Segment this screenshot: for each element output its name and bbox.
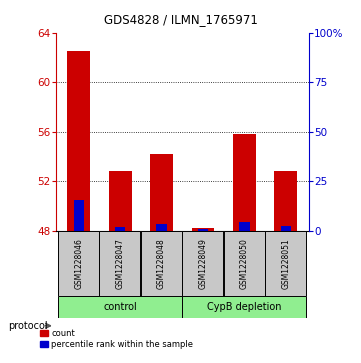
Text: GSM1228048: GSM1228048 (157, 238, 166, 289)
Bar (58, 296, 182, 318)
Bar (156, 224, 167, 231)
Bar (265, 231, 306, 296)
Legend: count, percentile rank within the sample: count, percentile rank within the sample (40, 329, 193, 349)
Text: GSM1228047: GSM1228047 (116, 238, 125, 289)
Bar (99, 231, 140, 296)
Bar (109, 171, 131, 231)
Bar (58, 231, 99, 296)
Text: GSM1228051: GSM1228051 (281, 238, 290, 289)
Bar (182, 231, 223, 296)
Bar (150, 154, 173, 231)
Bar (182, 296, 306, 318)
Bar (115, 227, 125, 231)
Text: protocol: protocol (8, 321, 48, 331)
Bar (198, 229, 208, 231)
Bar (274, 171, 297, 231)
Text: GDS4828 / ILMN_1765971: GDS4828 / ILMN_1765971 (104, 13, 257, 26)
Text: GSM1228049: GSM1228049 (199, 238, 208, 289)
Bar (68, 51, 90, 231)
Bar (224, 231, 265, 296)
Bar (281, 225, 291, 231)
Bar (74, 200, 84, 231)
Bar (192, 228, 214, 231)
Bar (233, 134, 256, 231)
Bar (141, 231, 182, 296)
Text: GSM1228046: GSM1228046 (74, 238, 83, 289)
Bar (239, 223, 249, 231)
Text: GSM1228050: GSM1228050 (240, 238, 249, 289)
Text: control: control (103, 302, 137, 312)
Text: CypB depletion: CypB depletion (207, 302, 282, 312)
